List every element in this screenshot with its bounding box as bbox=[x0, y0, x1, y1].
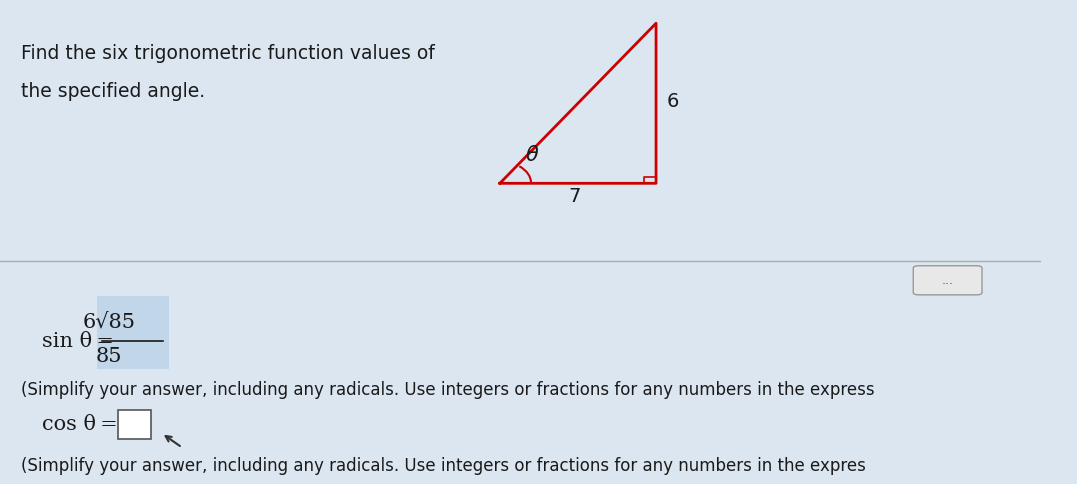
FancyBboxPatch shape bbox=[913, 266, 982, 295]
Text: ...: ... bbox=[941, 273, 953, 286]
Text: (Simplify your answer, including any radicals. Use integers or fractions for any: (Simplify your answer, including any rad… bbox=[20, 455, 866, 474]
Text: 6√85: 6√85 bbox=[83, 312, 136, 332]
Text: (Simplify your answer, including any radicals. Use integers or fractions for any: (Simplify your answer, including any rad… bbox=[20, 380, 875, 399]
Text: θ: θ bbox=[526, 145, 538, 165]
Text: 85: 85 bbox=[96, 346, 123, 365]
Text: Find the six trigonometric function values of: Find the six trigonometric function valu… bbox=[20, 44, 435, 62]
FancyBboxPatch shape bbox=[117, 410, 151, 439]
FancyBboxPatch shape bbox=[97, 297, 169, 369]
Text: 6: 6 bbox=[667, 92, 679, 111]
Text: cos θ =: cos θ = bbox=[42, 414, 117, 433]
Text: 7: 7 bbox=[569, 186, 581, 206]
Text: the specified angle.: the specified angle. bbox=[20, 82, 205, 101]
Text: sin θ =: sin θ = bbox=[42, 332, 113, 351]
